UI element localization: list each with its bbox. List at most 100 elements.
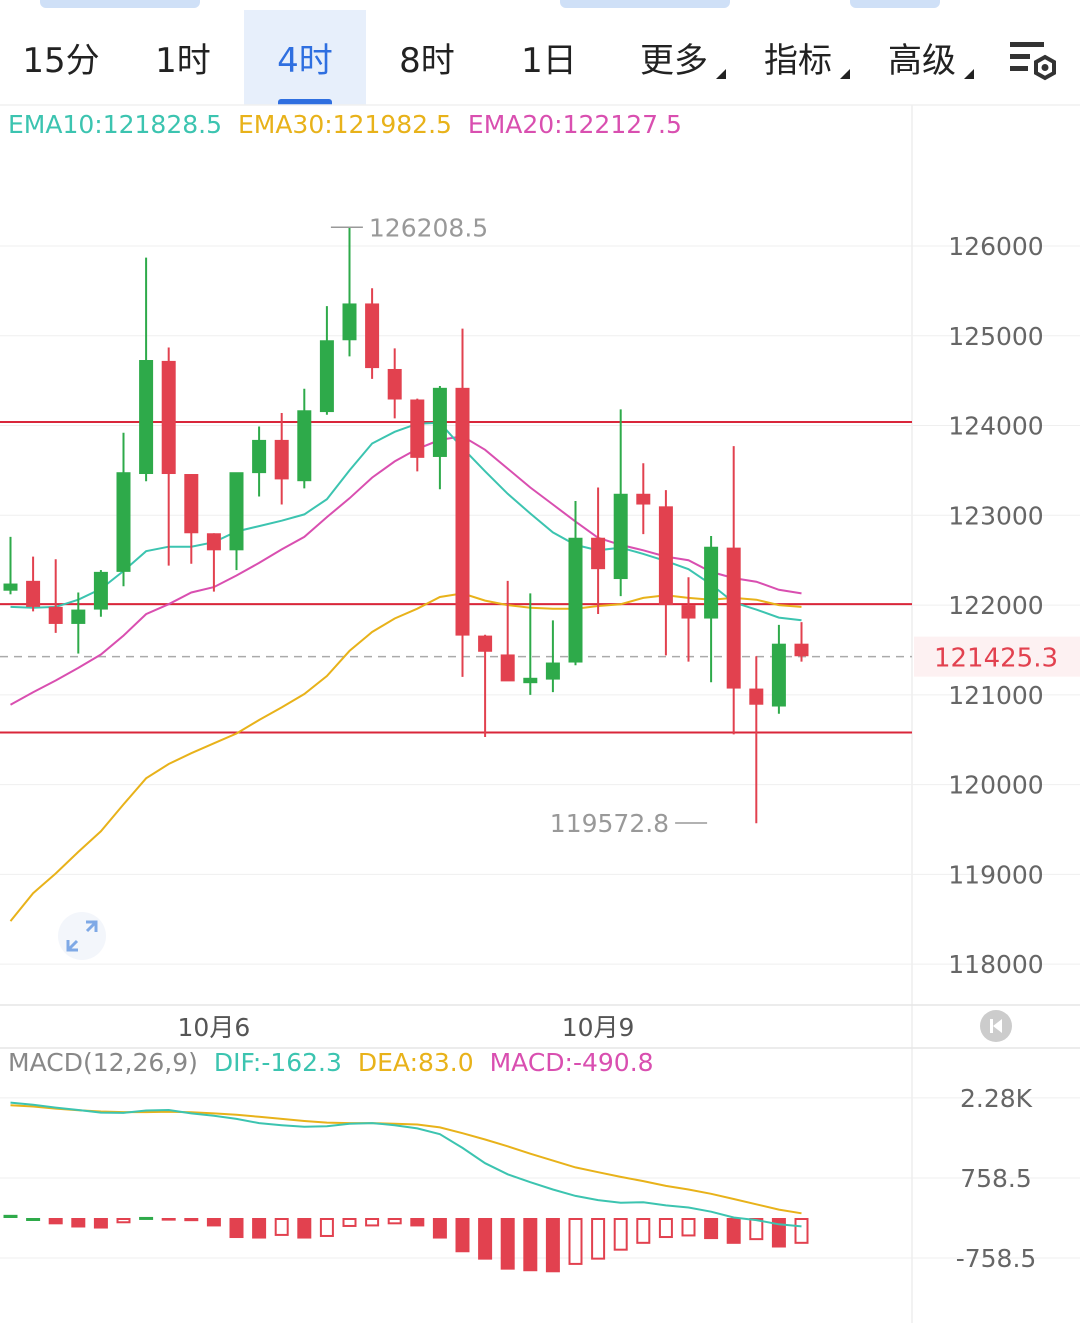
macd-tick-label: 758.5: [960, 1164, 1032, 1193]
candle-body: [365, 303, 380, 369]
candle-body: [342, 303, 357, 341]
macd-histogram-bar: [410, 1218, 425, 1227]
macd-legend: MACD(12,26,9) DIF:-162.3 DEA:83.0 MACD:-…: [8, 1048, 662, 1077]
candle-body: [591, 537, 606, 570]
tab-advanced-dropdown[interactable]: 高级: [872, 10, 974, 105]
macd-histogram-bar: [139, 1216, 154, 1220]
expand-icon: [66, 920, 98, 952]
tab-8hour[interactable]: 8时: [366, 10, 488, 105]
macd-histogram-bar: [500, 1218, 515, 1270]
macd-histogram-bar: [3, 1214, 18, 1218]
tab-label: 指标: [764, 41, 832, 81]
macd-histogram-bar: [636, 1218, 651, 1244]
current-price-label: 121425.3: [934, 644, 1058, 674]
candle-body: [432, 387, 447, 457]
ema20-legend: EMA20:122127.5: [467, 110, 682, 139]
candle-body: [704, 546, 719, 619]
candle-body: [568, 537, 583, 663]
macd-histogram-bar: [184, 1218, 199, 1222]
tab-indicators-dropdown[interactable]: 指标: [748, 10, 850, 105]
macd-histogram-bar: [749, 1218, 764, 1241]
candle-body: [161, 360, 176, 475]
tab-4hour[interactable]: 4时: [244, 10, 366, 105]
macd-histogram-bar: [568, 1218, 583, 1265]
candle-body: [636, 493, 651, 505]
candle-body: [794, 643, 809, 657]
tab-label: 4时: [277, 41, 333, 81]
price-tick-label: 118000: [948, 950, 1043, 979]
dea-line: [10, 1104, 802, 1215]
dif-legend: DIF:-162.3: [213, 1048, 342, 1077]
candle-body: [545, 662, 560, 680]
macd-histogram-bar: [206, 1218, 221, 1227]
macd-histogram-bar: [252, 1218, 267, 1239]
tab-label: 8时: [399, 41, 455, 81]
candle-body: [681, 605, 696, 619]
macd-histogram-bar: [229, 1218, 244, 1239]
candle-body: [410, 399, 425, 458]
candle-body: [3, 583, 18, 591]
candle-body: [319, 340, 334, 413]
active-tab-indicator: [278, 99, 332, 105]
macd-histogram-bar: [613, 1218, 628, 1251]
dropdown-caret-icon: [716, 69, 726, 79]
macd-histogram-bar: [387, 1218, 402, 1225]
dea-legend: DEA:83.0: [357, 1048, 474, 1077]
candle-body: [26, 580, 41, 607]
price-tick-label: 125000: [948, 322, 1043, 351]
candle-body: [500, 654, 515, 682]
macd-histogram-bar: [478, 1218, 493, 1260]
candle-body: [387, 368, 402, 400]
rewind-icon: [990, 1019, 1002, 1033]
tab-1hour[interactable]: 1时: [122, 10, 244, 105]
price-tick-label: 119000: [948, 860, 1043, 889]
price-tick-label: 120000: [948, 771, 1043, 800]
tab-1day[interactable]: 1日: [488, 10, 610, 105]
price-tick-label: 126000: [948, 232, 1043, 261]
ema30-legend: EMA30:121982.5: [237, 110, 452, 139]
macd-histogram-bar: [93, 1218, 108, 1229]
tab-label: 15分: [22, 41, 100, 81]
candle-body: [71, 609, 86, 624]
macd-histogram-bar: [794, 1218, 809, 1244]
expand-chart-button[interactable]: [58, 912, 106, 960]
macd-title: MACD(12,26,9): [8, 1048, 198, 1077]
low-marker-label: 119572.8: [550, 809, 669, 838]
candle-body: [455, 387, 470, 636]
candle-body: [184, 474, 199, 534]
candle-body: [613, 493, 628, 580]
dif-line: [10, 1101, 802, 1228]
candle-body: [523, 677, 538, 684]
macd-histogram-bar: [432, 1218, 447, 1239]
macd-histogram-bar: [704, 1218, 719, 1240]
macd-histogram-bar: [365, 1218, 380, 1227]
macd-histogram-bar: [71, 1218, 86, 1228]
macd-histogram-bar: [658, 1218, 673, 1239]
candle-body: [749, 688, 764, 705]
macd-histogram-bar: [591, 1218, 606, 1260]
chart-settings-button[interactable]: [1004, 32, 1060, 88]
current-price-tag: [914, 636, 1080, 677]
candle-body: [252, 439, 267, 474]
tab-label: 1日: [521, 41, 577, 81]
tab-more-dropdown[interactable]: 更多: [624, 10, 726, 105]
macd-tick-label: -758.5: [956, 1244, 1037, 1273]
candle-body: [93, 571, 108, 610]
macd-value-legend: MACD:-490.8: [489, 1048, 654, 1077]
candle-body: [206, 533, 221, 551]
tab-label: 高级: [888, 41, 956, 81]
candle-body: [139, 360, 154, 475]
dropdown-caret-icon: [964, 69, 974, 79]
macd-tick-label: 2.28K: [960, 1084, 1033, 1113]
tab-15min[interactable]: 15分: [0, 10, 122, 105]
macd-histogram-bar: [545, 1218, 560, 1273]
macd-histogram-bar: [274, 1218, 289, 1236]
dropdown-caret-icon: [840, 69, 850, 79]
candle-body: [116, 472, 131, 572]
candle-body: [771, 643, 786, 707]
ema10-legend: EMA10:121828.5: [8, 110, 222, 139]
ema30-line: [9, 592, 802, 922]
macd-histogram-bar: [116, 1218, 131, 1224]
jump-to-latest-button[interactable]: [980, 1010, 1012, 1042]
